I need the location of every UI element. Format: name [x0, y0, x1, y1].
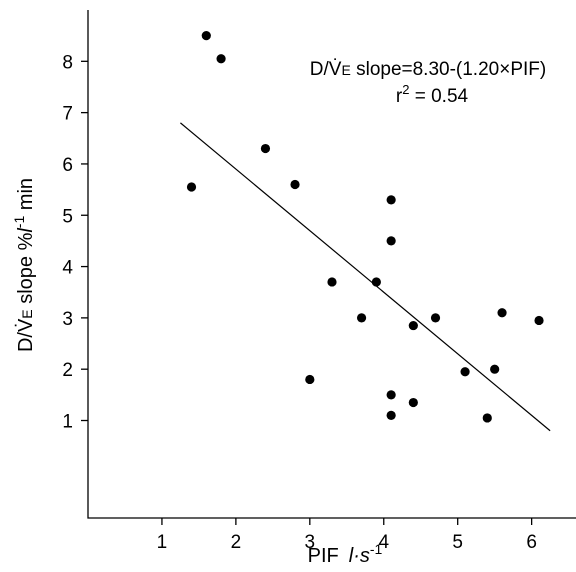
y-tick-label: 6 [62, 155, 73, 176]
y-tick-label: 4 [62, 258, 73, 279]
data-point [305, 374, 315, 385]
y-tick-label: 1 [62, 412, 73, 433]
data-point [290, 179, 300, 190]
x-tick-label: 1 [157, 532, 168, 553]
axis-frame [87, 10, 576, 519]
data-point [534, 315, 544, 326]
y-tick-label: 2 [62, 360, 73, 381]
data-point [386, 236, 396, 246]
data-point [260, 143, 271, 154]
data-point [186, 182, 197, 192]
y-tick-label: 3 [62, 309, 73, 330]
data-point [216, 54, 226, 64]
x-tick-label: 2 [231, 532, 242, 553]
y-axis-title: D/V̇E slope %l-1 min [11, 178, 37, 352]
data-point [371, 277, 381, 287]
data-point [386, 410, 396, 420]
axes: 1 2 3 4 5 6 1 2 3 4 5 6 7 8 [62, 10, 576, 553]
marks [180, 31, 551, 432]
data-point [386, 195, 396, 205]
data-point [408, 397, 418, 408]
data-point [430, 313, 441, 323]
data-point [408, 320, 418, 331]
data-point [460, 367, 470, 377]
data-point [490, 364, 500, 374]
data-point [327, 277, 337, 287]
data-point [201, 31, 211, 41]
data-point [497, 308, 507, 318]
y-tick-label: 7 [62, 104, 73, 125]
y-tick-label: 5 [62, 206, 73, 227]
data-point [386, 390, 396, 400]
x-tick-label: 3 [305, 532, 316, 553]
regression-equation: D/V̇E slope=8.30-(1.20×PIF) [310, 59, 546, 80]
data-point [482, 413, 492, 423]
x-axis-title: PIF l·s-1 [308, 541, 383, 567]
r-squared-label: r2 = 0.54 [396, 82, 469, 107]
x-tick-label: 5 [452, 532, 463, 553]
data-point [356, 313, 367, 323]
y-tick-label: 8 [62, 52, 73, 73]
regression-line [180, 122, 551, 432]
x-tick-label: 6 [526, 532, 537, 553]
x-tick-label: 4 [378, 532, 389, 553]
